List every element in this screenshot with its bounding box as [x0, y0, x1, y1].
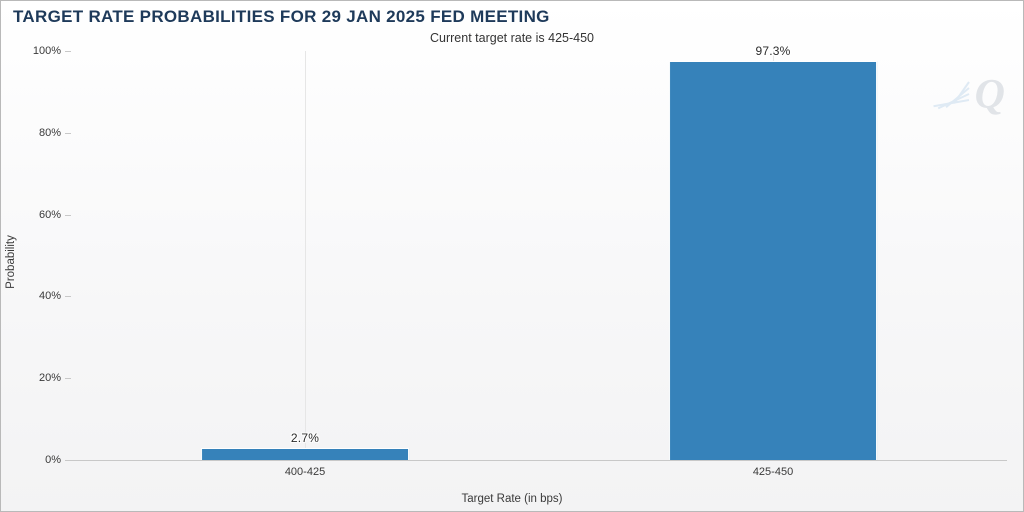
y-tick-mark [65, 460, 71, 461]
x-tick-label: 400-425 [285, 460, 325, 478]
y-axis-label: Probability [5, 235, 17, 289]
plot-area: Q 0%20%40%60%80%100%400-4252.7%425-45097… [71, 51, 1007, 461]
gridline-vertical [305, 51, 306, 460]
x-axis-label: Target Rate (in bps) [462, 493, 563, 505]
bar: 2.7% [201, 448, 409, 460]
bar-value-label: 2.7% [202, 431, 408, 445]
chart-subtitle: Current target rate is 425-450 [430, 31, 594, 45]
y-tick-mark [65, 296, 71, 297]
chart-title: TARGET RATE PROBABILITIES FOR 29 JAN 202… [13, 7, 550, 27]
bar: 97.3% [669, 61, 877, 460]
y-tick-mark [65, 378, 71, 379]
y-tick-mark [65, 133, 71, 134]
watermark-q-icon: Q [975, 71, 1005, 119]
x-tick-label: 425-450 [753, 460, 793, 478]
chart-frame: TARGET RATE PROBABILITIES FOR 29 JAN 202… [0, 0, 1024, 512]
y-tick-mark [65, 215, 71, 216]
bar-value-label: 97.3% [670, 44, 876, 58]
y-tick-mark [65, 51, 71, 52]
